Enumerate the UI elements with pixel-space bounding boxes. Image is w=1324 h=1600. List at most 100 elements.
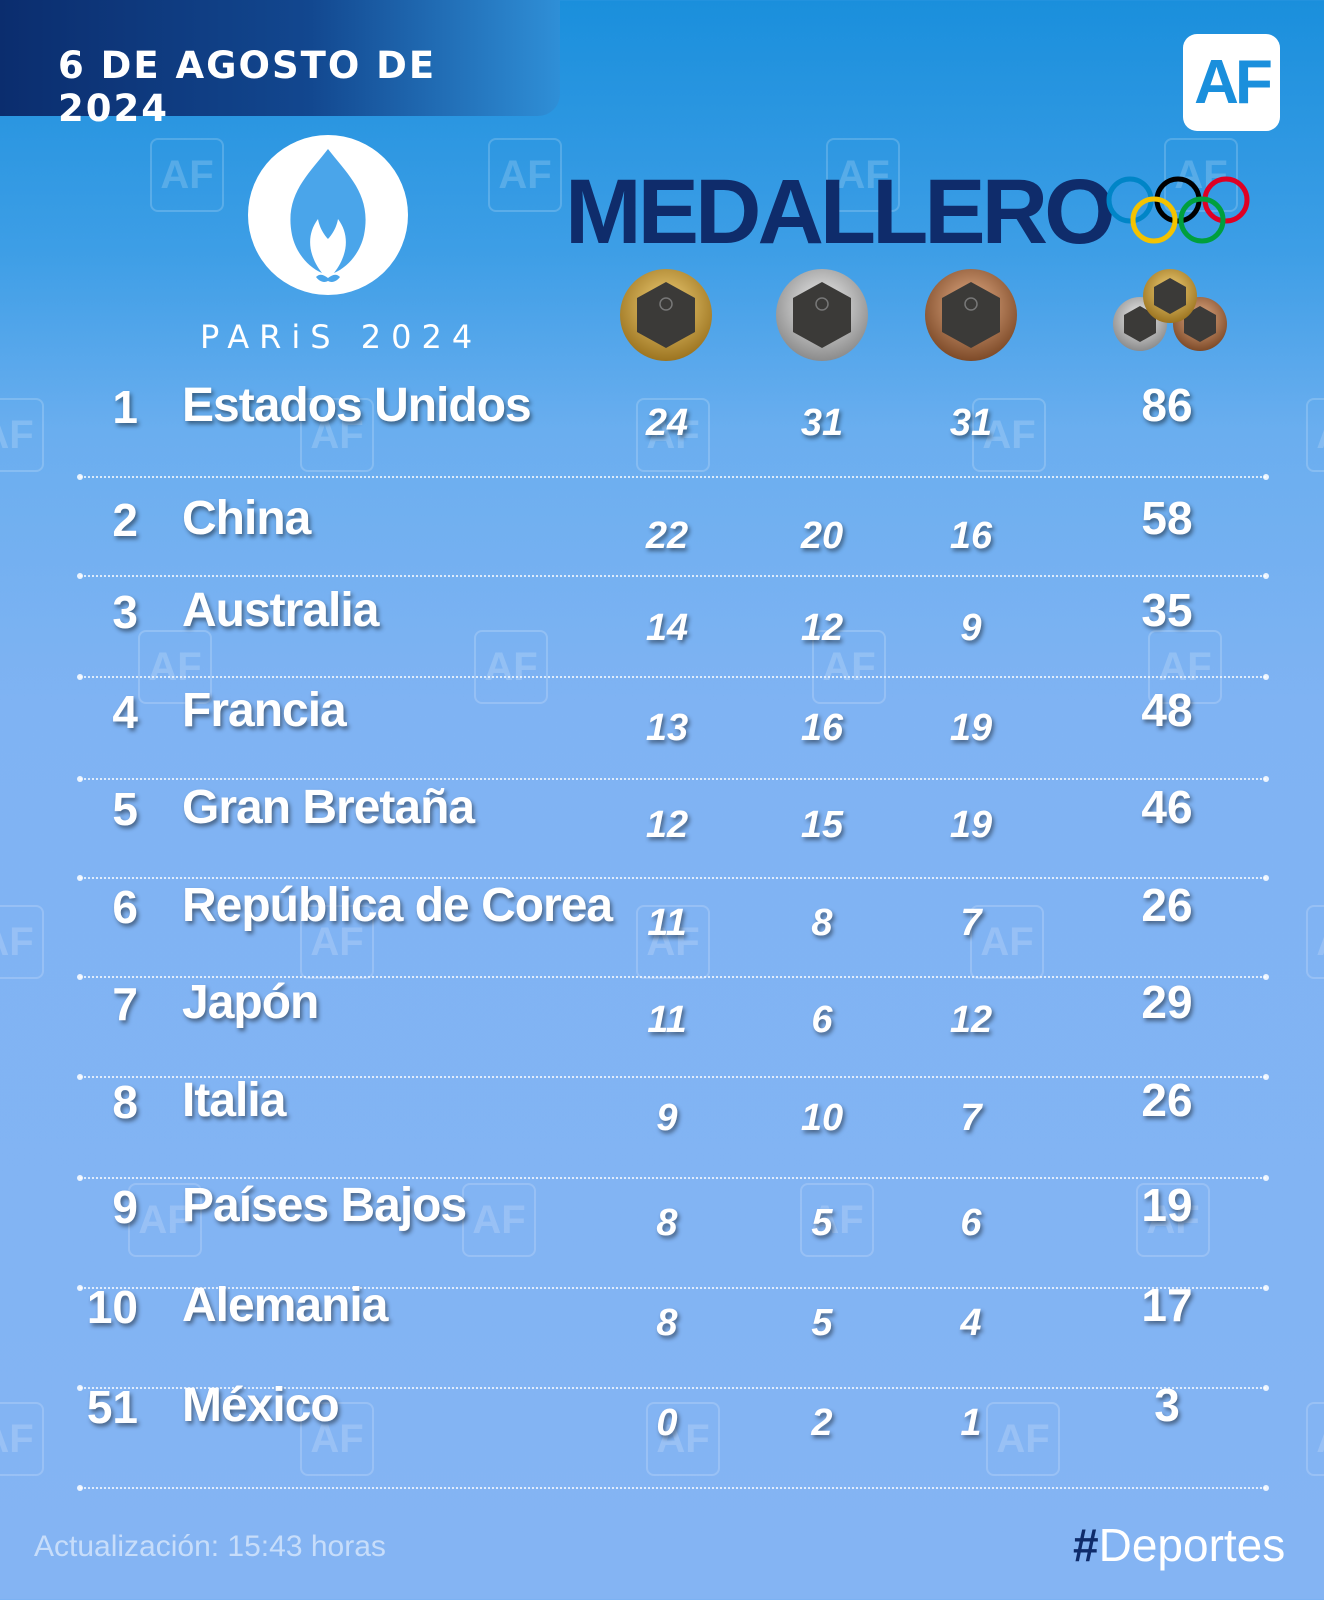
gold-count-cell: 12 — [645, 804, 689, 846]
silver-count-cell: 6 — [811, 999, 833, 1041]
paris-2024-wordmark: PARiS 2024 — [200, 318, 483, 356]
row-divider — [77, 974, 1269, 980]
country-cell: Japón — [182, 976, 319, 1029]
silver-count-cell: 2 — [811, 1402, 833, 1444]
row-divider — [77, 776, 1269, 782]
af-watermark-icon: AF — [300, 905, 374, 979]
af-watermark-icon: AF — [488, 138, 562, 212]
country-cell: Alemania — [182, 1279, 388, 1332]
gold-count-cell: 24 — [645, 402, 689, 444]
rank-cell: 2 — [112, 494, 138, 546]
silver-count-cell: 5 — [811, 1202, 833, 1244]
date-banner: 6 DE AGOSTO DE 2024 — [0, 0, 560, 130]
bronze-count-cell: 19 — [949, 707, 993, 749]
row-divider — [77, 1074, 1269, 1080]
af-watermark-icon: AF — [826, 138, 900, 212]
af-watermark-icon: AF — [0, 1402, 44, 1476]
country-cell: México — [182, 1379, 340, 1432]
gold-count-cell: 22 — [645, 515, 689, 557]
silver-count-cell: 5 — [811, 1302, 833, 1344]
country-cell: Francia — [182, 684, 347, 737]
gold-count-cell: 14 — [645, 607, 689, 649]
total-cell: 26 — [1141, 1074, 1193, 1126]
af-watermark-icon: AF — [474, 630, 548, 704]
total-cell: 3 — [1154, 1379, 1180, 1431]
country-cell: China — [182, 492, 311, 545]
hashtag-deportes[interactable]: #Deportes — [1073, 1518, 1285, 1572]
country-cell: Estados Unidos — [182, 379, 532, 432]
update-time: Actualización: 15:43 horas — [34, 1530, 386, 1563]
silver-count-cell: 12 — [800, 607, 844, 649]
row-divider — [77, 875, 1269, 881]
rank-cell: 3 — [112, 586, 138, 638]
silver-count-cell: 8 — [811, 902, 833, 944]
af-watermark-icon: AF — [986, 1402, 1060, 1476]
page-title: MEDALLERO — [565, 161, 1116, 263]
af-watermark-icon: AF — [462, 1183, 536, 1257]
af-watermark-icon: AF — [1306, 905, 1324, 979]
rank-cell: 4 — [112, 686, 138, 738]
gold-count-cell: 11 — [647, 902, 687, 944]
gold-count-cell: 0 — [656, 1402, 678, 1444]
af-watermark-icon: AF — [970, 905, 1044, 979]
af-watermark-icon: AF — [972, 398, 1046, 472]
total-medals-icon — [1113, 269, 1227, 351]
hashtag-symbol: # — [1073, 1519, 1099, 1571]
af-watermark-icon: AF — [0, 905, 44, 979]
row-divider — [77, 1485, 1269, 1491]
gold-count-cell: 8 — [656, 1302, 678, 1344]
row-divider — [77, 1385, 1269, 1391]
gold-count-cell: 11 — [647, 999, 687, 1041]
af-watermark-icon: AF — [812, 630, 886, 704]
rank-cell: 10 — [86, 1281, 138, 1333]
row-divider — [77, 1285, 1269, 1291]
af-watermark-icon: AF — [646, 1402, 720, 1476]
rank-cell: 7 — [112, 978, 138, 1030]
af-logo: AF — [1183, 34, 1280, 131]
af-watermark-icon: AF — [128, 1183, 202, 1257]
total-cell: 29 — [1141, 976, 1193, 1028]
olympic-rings-icon — [1106, 176, 1250, 244]
af-watermark-icon: AF — [300, 398, 374, 472]
total-cell: 86 — [1141, 379, 1193, 431]
gold-count-cell: 9 — [656, 1097, 678, 1139]
af-watermark-icon: AF — [1148, 630, 1222, 704]
paris-2024-emblem — [248, 135, 408, 295]
silver-medal-icon — [776, 269, 868, 361]
bronze-count-cell: 6 — [960, 1202, 982, 1244]
date-label: 6 DE AGOSTO DE 2024 — [58, 44, 437, 130]
bronze-count-cell: 7 — [960, 902, 982, 944]
row-divider — [77, 1175, 1269, 1181]
gold-count-cell: 13 — [645, 707, 689, 749]
af-watermark-icon: AF — [300, 1402, 374, 1476]
rank-cell: 9 — [112, 1181, 138, 1233]
country-cell: Australia — [182, 584, 379, 637]
af-watermark-icon: AF — [138, 630, 212, 704]
bronze-count-cell: 9 — [960, 607, 982, 649]
bronze-count-cell: 7 — [960, 1097, 982, 1139]
silver-count-cell: 31 — [800, 402, 844, 444]
total-cell: 35 — [1141, 584, 1193, 636]
af-watermark-icon: AF — [1306, 398, 1324, 472]
rank-cell: 8 — [112, 1076, 138, 1128]
af-watermark-icon: AF — [1136, 1183, 1210, 1257]
row-divider — [77, 474, 1269, 480]
total-cell: 58 — [1141, 492, 1193, 544]
af-watermark-icon: AF — [800, 1183, 874, 1257]
country-cell: Italia — [182, 1074, 286, 1127]
rank-cell: 5 — [112, 783, 138, 835]
af-watermark-icon: AF — [0, 398, 44, 472]
af-watermark-icon: AF — [636, 398, 710, 472]
silver-count-cell: 15 — [800, 804, 844, 846]
gold-count-cell: 8 — [656, 1202, 678, 1244]
silver-count-cell: 16 — [800, 707, 844, 749]
rank-cell: 51 — [86, 1381, 138, 1433]
bronze-count-cell: 12 — [949, 999, 993, 1041]
country-cell: Gran Bretaña — [182, 781, 475, 834]
bronze-count-cell: 1 — [960, 1402, 982, 1444]
af-watermark-icon: AF — [1306, 1402, 1324, 1476]
af-watermark-icon: AF — [150, 138, 224, 212]
row-divider — [77, 674, 1269, 680]
country-cell: Países Bajos — [182, 1179, 467, 1232]
silver-count-cell: 10 — [800, 1097, 844, 1139]
